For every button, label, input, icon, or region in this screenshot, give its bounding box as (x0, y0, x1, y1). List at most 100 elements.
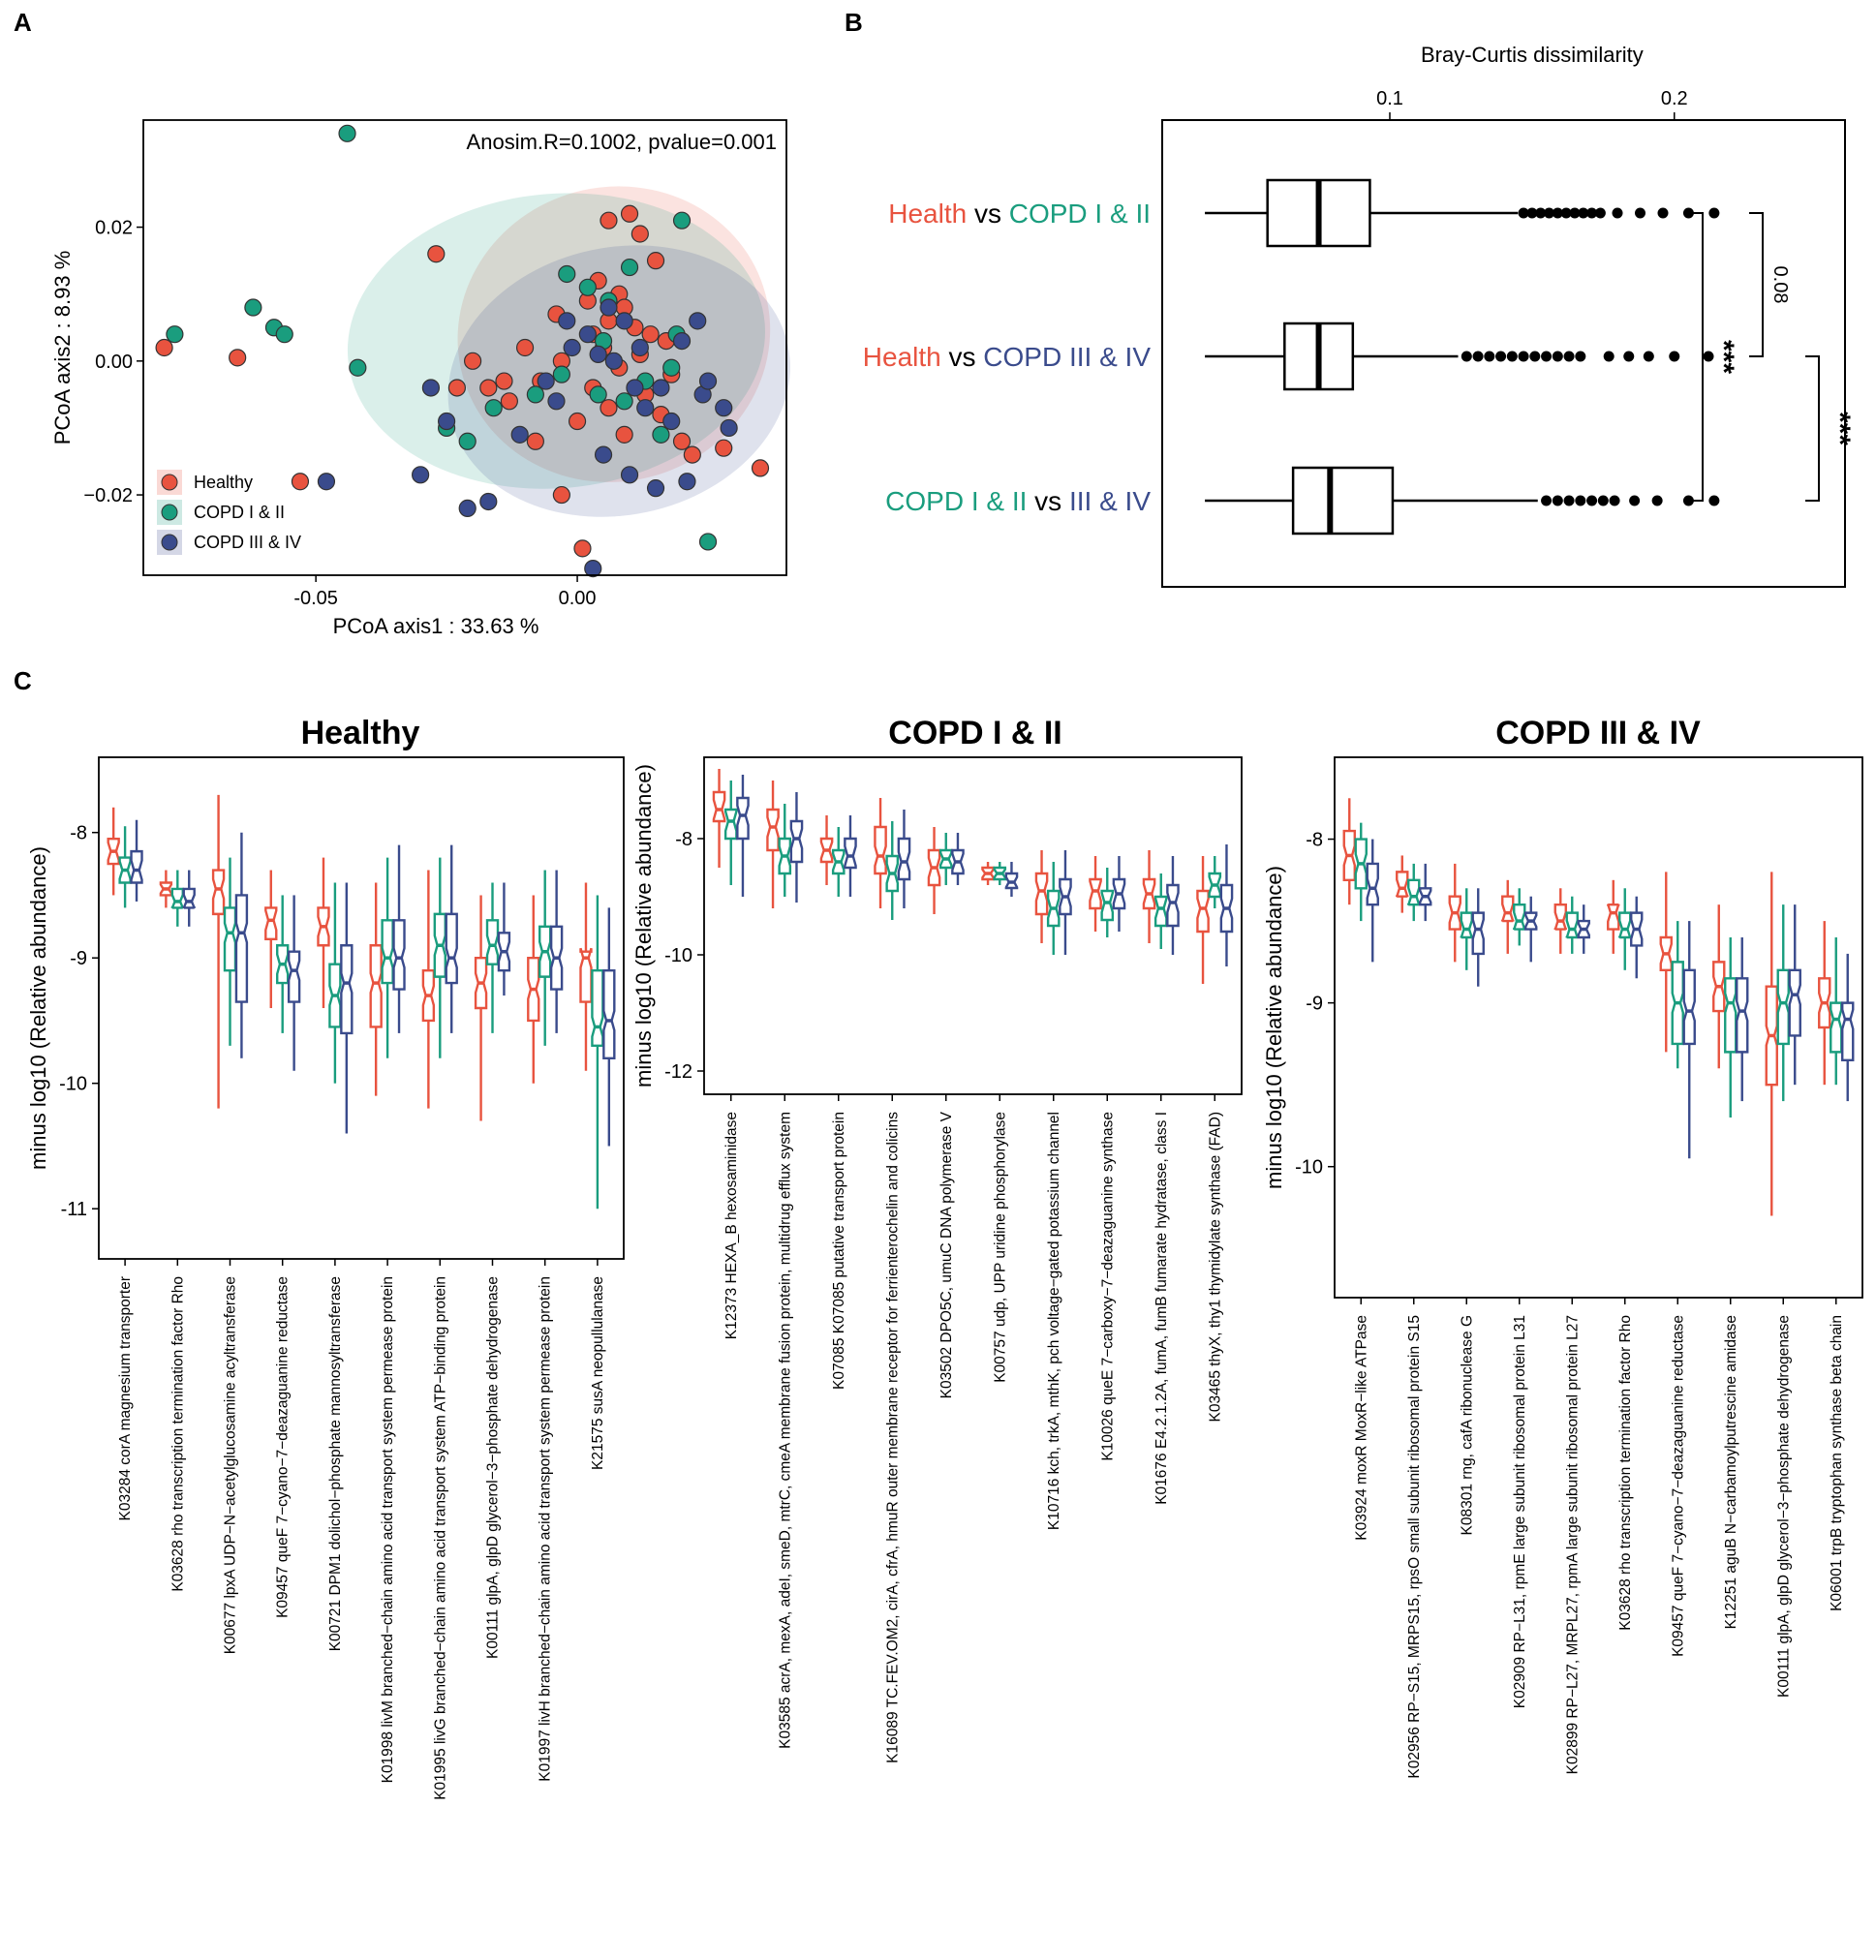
notched-box-copd34 (736, 796, 750, 841)
outlier (1484, 351, 1495, 362)
category-label: K02956 RP−S15, MRPS15, rpsO small subuni… (1406, 1315, 1423, 1779)
outlier (1495, 351, 1507, 362)
point-copd12 (615, 392, 633, 411)
box (1291, 466, 1395, 536)
category-label: K00721 DPM1 dolichol−phosphate mannosylt… (327, 1276, 344, 1651)
outlier (1575, 495, 1586, 506)
significance-bracket (1749, 212, 1764, 357)
outlier (1594, 207, 1606, 219)
notched-box-copd34 (1366, 862, 1379, 906)
outlier (1535, 207, 1547, 219)
notched-box-healthy (1553, 903, 1567, 931)
category-label: K16089 TC.FEV.OM2, cirA, cfrA, hmuR oute… (884, 1112, 901, 1763)
point-copd34 (510, 425, 529, 444)
category-label: K00677 lpxA UDP−N−acetylglucosamine acyl… (223, 1276, 239, 1654)
outlier (1643, 351, 1654, 362)
outlier (1544, 207, 1554, 219)
anosim-annotation: Anosim.R=0.1002, pvalue=0.001 (467, 130, 777, 154)
outlier (1669, 351, 1680, 362)
category-label: K09457 queF 7−cyano−7−deazaguanine reduc… (275, 1276, 292, 1618)
point-healthy (495, 372, 513, 390)
significance-label: *** (1707, 340, 1739, 374)
notched-box-healthy (1607, 903, 1620, 931)
point-copd34 (317, 473, 336, 491)
outlier (1552, 495, 1563, 506)
point-copd12 (349, 358, 367, 377)
point-healthy (291, 473, 310, 491)
notched-box-healthy (874, 825, 887, 875)
category-label: K03924 moxR MoxR−like ATPase (1353, 1315, 1369, 1541)
chart-title: COPD III & IV (1495, 715, 1701, 751)
point-copd12 (578, 278, 597, 296)
comparison-right: III & IV (1069, 486, 1151, 516)
outlier (1703, 351, 1714, 362)
outlier (1635, 207, 1645, 219)
point-copd34 (584, 559, 602, 578)
point-healthy (573, 539, 592, 558)
point-copd34 (547, 392, 566, 411)
notched-box-healthy (1501, 895, 1515, 923)
panel-a-pcoa: Anosim.R=0.1002, pvalue=0.001 -0.05 0.00 0.… (50, 119, 790, 638)
y-tick-label: −0.02 (83, 485, 133, 506)
category-label: K10026 queE 7−carboxy−7−deazaguanine syn… (1099, 1112, 1116, 1461)
point-copd12 (244, 298, 262, 317)
chart-title: COPD I & II (888, 715, 1061, 751)
point-copd12 (662, 358, 681, 377)
point-copd34 (672, 331, 692, 351)
x-axis-label: PCoA axis1 : 33.63 % (333, 614, 539, 638)
category-label: K01676 E4.2.1.2A, fumA, fumB fumarate hy… (1153, 1112, 1170, 1505)
y-tick-label: -8 (70, 823, 87, 844)
notched-box-copd34 (234, 894, 249, 1003)
point-copd34 (662, 412, 681, 431)
point-copd34 (636, 399, 655, 417)
outlier (1569, 207, 1581, 219)
notched-box-healthy (712, 790, 726, 823)
category-label: K12373 HEXA_B hexosaminidase (723, 1112, 740, 1339)
panel-b-bray-curtis: Bray-Curtis dissimilarity 0.1 0.2 Health vs… (863, 43, 1856, 588)
point-copd12 (484, 399, 503, 417)
point-copd34 (421, 379, 441, 397)
y-tick-label: -8 (675, 829, 692, 850)
plot-frame (142, 119, 787, 576)
outlier (1575, 351, 1586, 362)
notched-box-copd34 (1471, 911, 1485, 956)
notched-box-healthy (369, 944, 383, 1028)
y-axis-label: minus log10 (Relative abundance) (1262, 866, 1286, 1189)
y-tick-label: -10 (664, 945, 692, 966)
category-label: K10716 kch, trkA, mthK, pch voltage−gate… (1046, 1112, 1062, 1530)
panel-letter-c: C (14, 666, 32, 695)
notched-box-copd34 (1736, 977, 1749, 1054)
notched-box-healthy (1196, 889, 1210, 934)
point-copd34 (689, 312, 707, 330)
category-label: K00111 glpA, glpD glycerol−3−phosphate d… (1775, 1315, 1792, 1698)
notched-box-copd12 (1618, 911, 1632, 939)
point-healthy (672, 432, 692, 450)
outlier (1708, 207, 1720, 219)
y-tick-label: -8 (1306, 830, 1323, 851)
outlier (1506, 351, 1518, 362)
point-copd34 (620, 466, 639, 484)
outlier (1682, 495, 1694, 506)
significance-label: *** (1824, 412, 1856, 445)
y-tick-label: 0.02 (95, 218, 133, 239)
point-copd34 (646, 479, 665, 498)
point-copd12 (166, 325, 184, 344)
outlier (1603, 351, 1615, 362)
chart-title: Bray-Curtis dissimilarity (1421, 43, 1644, 67)
point-healthy (641, 325, 660, 344)
y-tick-label: 0.00 (95, 352, 133, 373)
notched-box-copd34 (844, 837, 857, 870)
comparison-vs: vs (967, 199, 1009, 229)
significance-bracket (1805, 355, 1820, 502)
category-label: K03502 DPO5C, umuC DNA polymerase V (938, 1111, 955, 1398)
point-copd34 (578, 325, 597, 344)
y-tick-label: -9 (70, 948, 87, 969)
notched-box-copd34 (445, 912, 458, 985)
notched-box-healthy (211, 869, 226, 916)
category-label: K01995 livG branched−chain amino acid tr… (432, 1276, 448, 1800)
point-copd12 (698, 533, 718, 551)
notched-box-copd12 (223, 906, 237, 972)
notched-box-copd34 (897, 837, 911, 881)
plot-frame (98, 756, 625, 1260)
point-copd34 (652, 379, 670, 397)
